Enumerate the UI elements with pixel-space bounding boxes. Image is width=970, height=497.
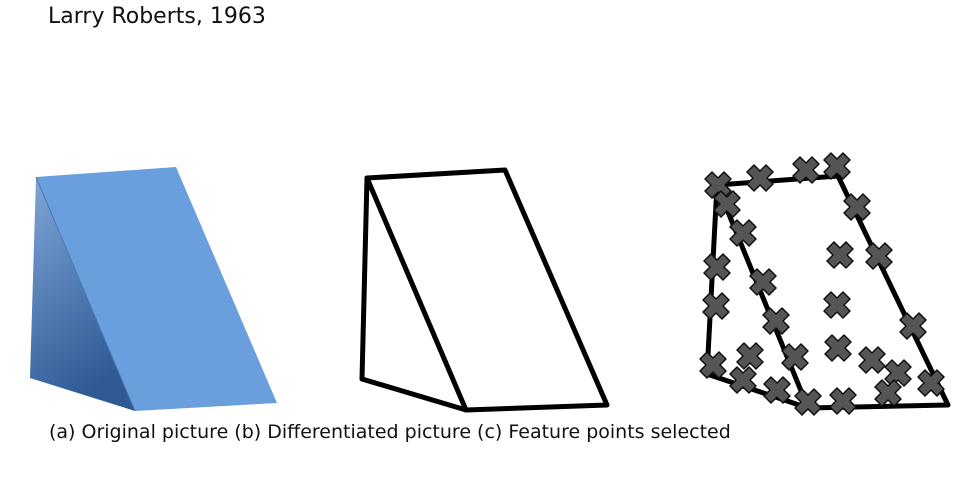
x-mark-icon (874, 379, 902, 407)
x-mark-icon (736, 342, 764, 370)
x-mark-icon (781, 343, 809, 371)
feature-inner-edge (714, 182, 811, 411)
x-mark-icon (746, 164, 774, 192)
x-mark-icon (699, 351, 727, 379)
inner-edge (364, 175, 469, 413)
x-mark-icon (824, 334, 852, 362)
feature-markers (699, 152, 945, 416)
x-mark-icon (858, 346, 886, 374)
x-mark-icon (843, 193, 871, 221)
x-mark-icon (763, 376, 791, 404)
page-title: Larry Roberts, 1963 (48, 4, 266, 29)
feature-points-selected (699, 152, 951, 416)
x-mark-icon (792, 156, 820, 184)
x-mark-icon (729, 366, 757, 394)
x-mark-icon (702, 292, 730, 320)
x-mark-icon (917, 369, 945, 397)
x-mark-icon (823, 152, 851, 180)
x-mark-icon (794, 388, 822, 416)
wedge-front-face (36, 167, 277, 411)
x-mark-icon (899, 312, 927, 340)
outline-edges (359, 167, 610, 413)
x-mark-icon (762, 307, 790, 335)
x-mark-icon (713, 190, 741, 218)
x-mark-icon (703, 253, 731, 281)
wedge-edge (35, 176, 136, 412)
differentiated-picture (359, 167, 610, 413)
x-mark-icon (823, 291, 851, 319)
original-picture (30, 167, 277, 412)
x-mark-icon (829, 387, 857, 415)
x-mark-icon (865, 242, 893, 270)
x-mark-icon (884, 359, 912, 387)
x-mark-icon (749, 268, 777, 296)
figure-caption: (a) Original picture (b) Differentiated … (49, 421, 731, 443)
x-mark-icon (826, 241, 854, 269)
x-mark-icon (729, 219, 757, 247)
wedge-side-face (30, 177, 135, 411)
